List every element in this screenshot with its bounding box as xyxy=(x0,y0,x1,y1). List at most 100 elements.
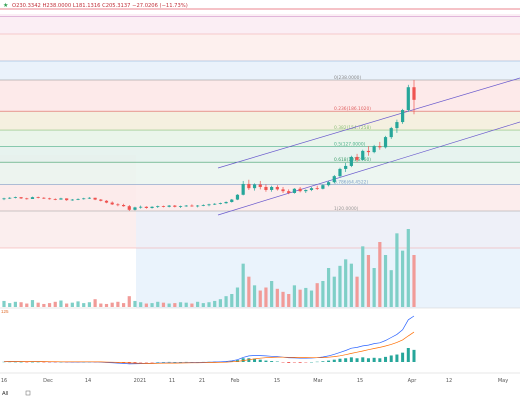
fib-level-label: 0(238.0000) xyxy=(334,75,361,81)
volume-bar xyxy=(70,302,74,307)
macd-histogram-bar xyxy=(270,361,274,362)
candle-body xyxy=(326,182,331,186)
macd-histogram-bar xyxy=(133,362,137,363)
date-range-zone xyxy=(136,211,520,248)
candle-body xyxy=(412,87,416,100)
candle-body xyxy=(150,206,154,208)
volume-bar xyxy=(281,291,285,307)
time-axis-tick-label: 15 xyxy=(274,378,280,384)
volume-bar xyxy=(332,276,336,307)
candle-body xyxy=(270,186,274,190)
candle-body xyxy=(355,156,359,160)
candle-body xyxy=(76,198,80,200)
volume-bar xyxy=(93,299,97,307)
volume-bar xyxy=(275,288,279,307)
macd-histogram-bar xyxy=(355,358,359,362)
macd-pane xyxy=(2,315,416,365)
candle-body xyxy=(281,189,285,192)
time-axis-tick-label: 15 xyxy=(357,378,363,384)
volume-bar xyxy=(361,246,365,307)
candle-body xyxy=(104,200,109,203)
fibonacci-retracement[interactable]: 0(238.0000)0.236(186.1020)0.382(154.7258… xyxy=(0,75,520,212)
time-axis-tick-label: 12 xyxy=(446,378,452,384)
time-axis-tick-label: 16 xyxy=(1,378,7,384)
macd-histogram-bar xyxy=(366,358,370,362)
candle-body xyxy=(361,150,365,160)
candle-body xyxy=(406,87,410,111)
range-all-button[interactable]: All xyxy=(2,391,9,397)
volume-bar xyxy=(104,303,109,307)
time-axis-tick-label: 14 xyxy=(85,378,91,384)
volume-bar xyxy=(82,303,86,307)
candle-body xyxy=(298,188,302,192)
channel-lower-line xyxy=(217,121,520,216)
volume-bar xyxy=(264,287,268,307)
candle-body xyxy=(99,199,103,201)
volume-bar xyxy=(344,259,348,307)
candle-body xyxy=(258,184,262,187)
volume-bar xyxy=(270,281,274,307)
volume-bar xyxy=(292,285,297,307)
candle-body xyxy=(235,194,240,200)
candle-body xyxy=(321,185,325,189)
candle-body xyxy=(349,156,353,166)
volume-bar xyxy=(25,303,29,307)
volume-bar xyxy=(372,268,376,307)
candle-body xyxy=(264,186,268,190)
candle-body xyxy=(53,198,57,200)
candle-body xyxy=(207,204,211,206)
candle-body xyxy=(344,165,348,169)
volume-bar xyxy=(207,302,211,307)
fib-zone xyxy=(0,146,520,163)
candle-body xyxy=(30,197,35,199)
macd-histogram-bar xyxy=(247,358,251,362)
volume-bar xyxy=(190,303,194,307)
macd-histogram-bar xyxy=(372,357,376,362)
indicator-value-label: 125 xyxy=(1,309,9,314)
volume-bar xyxy=(235,287,240,307)
volume-bar xyxy=(321,281,325,307)
upper-zone-band xyxy=(0,34,520,61)
time-axis-tick-label: Mar xyxy=(313,378,323,384)
candle-body xyxy=(218,203,222,204)
candle-body xyxy=(127,206,131,210)
volume-bar xyxy=(65,303,69,307)
candle-body xyxy=(241,183,245,195)
candles-series xyxy=(2,80,416,211)
volume-bar xyxy=(178,302,183,307)
volume-bar xyxy=(184,302,188,307)
candle-body xyxy=(372,146,376,153)
candle-body xyxy=(59,198,63,200)
macd-histogram-bar xyxy=(241,358,245,362)
fib-level-label: 1(20.0000) xyxy=(334,206,359,212)
time-axis[interactable]: 16 Dec 14 2021 11 21 Feb 15 Mar 15 Apr 12 May xyxy=(1,378,508,396)
volume-bar xyxy=(304,287,308,307)
macd-histogram-bar xyxy=(401,352,405,362)
macd-line xyxy=(3,315,415,365)
volume-bar xyxy=(338,265,342,307)
candle-body xyxy=(184,205,188,207)
volume-bar xyxy=(116,301,120,307)
volume-bar xyxy=(401,250,405,307)
volume-bar xyxy=(133,300,137,307)
candle-body xyxy=(178,206,183,207)
volume-bar xyxy=(241,263,245,307)
macd-histogram-bar xyxy=(349,357,353,362)
candle-body xyxy=(116,204,120,206)
candle-body xyxy=(156,206,160,207)
fib-zone xyxy=(0,130,520,147)
candle-body xyxy=(338,168,342,177)
volume-bar xyxy=(196,301,200,307)
volume-bar xyxy=(412,255,416,307)
favorite-star-icon[interactable]: ★ xyxy=(3,3,9,9)
fib-level-label: 0.236(186.1020) xyxy=(334,106,371,112)
parallel-channel[interactable] xyxy=(217,77,520,216)
volume-bar xyxy=(378,242,382,307)
time-axis-tick-label: 11 xyxy=(169,378,175,384)
volume-bar xyxy=(150,303,154,307)
candle-body xyxy=(230,199,234,202)
volume-bar xyxy=(8,303,12,307)
volume-bar xyxy=(144,303,148,307)
volume-bar xyxy=(161,302,166,307)
